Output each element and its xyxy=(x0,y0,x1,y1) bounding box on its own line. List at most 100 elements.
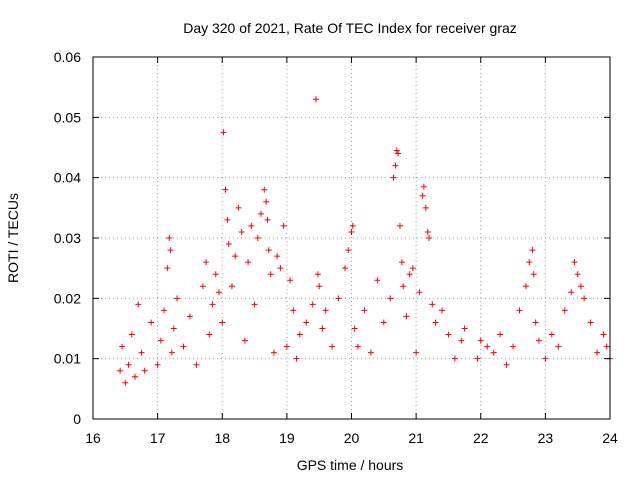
data-point xyxy=(497,331,504,338)
data-point xyxy=(225,241,232,248)
data-point xyxy=(280,222,287,229)
y-tick-label: 0.03 xyxy=(54,230,81,246)
data-point xyxy=(219,319,226,326)
data-point xyxy=(532,319,539,326)
data-point xyxy=(393,147,400,154)
data-point xyxy=(166,235,173,241)
data-point xyxy=(529,247,536,254)
data-point xyxy=(603,343,610,350)
data-point xyxy=(283,343,290,350)
data-point xyxy=(220,129,227,136)
data-point xyxy=(290,307,297,314)
data-point xyxy=(490,349,497,356)
data-point xyxy=(241,337,248,344)
data-point xyxy=(351,325,358,332)
data-point xyxy=(203,259,210,266)
x-tick-label: 19 xyxy=(279,430,295,446)
data-point xyxy=(322,307,329,314)
data-point xyxy=(199,283,206,290)
y-axis-ticks: 0 0.01 0.02 0.03 0.04 0.05 0.06 xyxy=(54,49,610,427)
chart-title: Day 320 of 2021, Rate Of TEC Index for r… xyxy=(183,20,517,36)
data-point xyxy=(132,373,139,380)
data-point xyxy=(396,222,403,229)
data-point xyxy=(287,277,294,284)
data-point xyxy=(530,271,537,278)
data-point xyxy=(274,253,281,260)
y-axis-label: ROTI / TECUs xyxy=(5,193,21,283)
data-point xyxy=(174,295,181,302)
x-axis-label: GPS time / hours xyxy=(297,457,404,473)
data-point xyxy=(380,319,387,326)
data-point xyxy=(254,235,261,241)
data-point xyxy=(161,307,168,314)
data-point xyxy=(168,349,175,356)
data-point xyxy=(429,301,436,308)
data-point xyxy=(206,331,213,338)
data-point xyxy=(180,343,187,350)
data-point xyxy=(535,337,542,344)
data-point xyxy=(561,307,568,314)
data-point xyxy=(424,228,431,235)
data-point xyxy=(216,289,223,296)
y-tick-label: 0 xyxy=(73,411,81,427)
data-point xyxy=(128,331,135,338)
data-point xyxy=(122,379,129,386)
data-point xyxy=(416,289,423,296)
data-point xyxy=(522,283,529,290)
data-point xyxy=(270,349,277,356)
x-tick-label: 22 xyxy=(473,430,489,446)
data-point xyxy=(461,325,468,332)
data-point xyxy=(542,355,549,362)
data-point xyxy=(395,150,402,157)
data-point xyxy=(117,367,124,374)
data-point xyxy=(432,319,439,326)
y-tick-label: 0.01 xyxy=(54,351,81,367)
y-tick-label: 0.02 xyxy=(54,290,81,306)
data-point xyxy=(309,301,316,308)
data-point xyxy=(422,204,429,211)
data-point xyxy=(316,283,323,290)
data-point xyxy=(426,235,433,241)
data-point xyxy=(403,313,410,320)
data-point xyxy=(438,307,445,314)
data-point xyxy=(516,307,523,314)
data-point xyxy=(555,343,562,350)
data-point xyxy=(367,349,374,356)
data-point xyxy=(125,361,132,368)
data-point xyxy=(474,355,481,362)
y-tick-label: 0.06 xyxy=(54,49,81,65)
data-point xyxy=(548,331,555,338)
data-point xyxy=(451,355,458,362)
data-point xyxy=(568,289,575,296)
data-point xyxy=(265,247,272,254)
x-tick-label: 17 xyxy=(150,430,166,446)
grid-lines xyxy=(93,57,610,419)
data-point xyxy=(420,183,427,190)
data-point xyxy=(209,301,216,308)
data-point xyxy=(303,319,310,326)
data-point xyxy=(577,283,584,290)
data-point xyxy=(258,210,265,217)
x-tick-label: 20 xyxy=(344,430,360,446)
data-point xyxy=(267,271,274,278)
data-point xyxy=(387,295,394,302)
data-point xyxy=(392,162,399,169)
x-tick-label: 18 xyxy=(214,430,230,446)
data-point xyxy=(445,331,452,338)
data-point xyxy=(154,361,161,368)
data-point xyxy=(314,271,321,278)
data-point xyxy=(571,259,578,266)
data-point xyxy=(600,331,607,338)
data-point xyxy=(170,325,177,332)
data-point xyxy=(222,186,229,193)
data-point xyxy=(349,222,356,229)
y-tick-label: 0.04 xyxy=(54,170,81,186)
data-point xyxy=(348,228,355,235)
data-point xyxy=(186,313,193,320)
data-point xyxy=(238,228,245,235)
data-points xyxy=(117,96,613,386)
data-point xyxy=(235,204,242,211)
data-point xyxy=(400,283,407,290)
data-point xyxy=(277,265,284,272)
